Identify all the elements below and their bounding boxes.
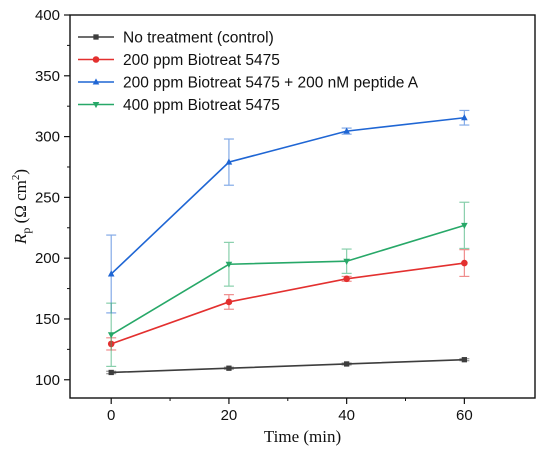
data-point <box>225 298 233 306</box>
plot-frame <box>69 14 536 399</box>
data-point <box>107 332 115 339</box>
legend-swatch-marker <box>92 78 100 85</box>
data-point <box>461 114 468 121</box>
data-point <box>226 365 232 371</box>
series-2-error-bars <box>106 249 470 351</box>
series-3 <box>106 109 470 314</box>
series-2-line <box>110 262 465 345</box>
legend-swatch-marker <box>92 102 100 109</box>
x-axis-title: Time (min) <box>264 427 341 446</box>
series-1-line <box>111 358 465 374</box>
legend-label: 200 ppm Biotreat 5475 <box>123 52 280 69</box>
x-tick-label: 60 <box>456 407 473 424</box>
y-axis-title: Rp (Ω cm2) <box>10 169 33 245</box>
series-2 <box>106 249 470 351</box>
data-point <box>343 127 350 134</box>
legend-item-3: 200 ppm Biotreat 5475 + 200 nM peptide A <box>78 75 419 92</box>
y-axis-title-unit-close: ) <box>11 169 30 175</box>
data-point <box>461 357 468 363</box>
legend-label: 200 ppm Biotreat 5475 + 200 nM peptide A <box>123 75 419 92</box>
legend-item-4: 400 ppm Biotreat 5475 <box>78 97 280 114</box>
legend-item-1: No treatment (control) <box>78 30 274 47</box>
y-tick-label: 250 <box>35 189 60 206</box>
data-point <box>343 275 350 283</box>
x-tick-label: 0 <box>107 407 115 424</box>
series-1 <box>106 357 470 376</box>
y-axis-title-subscript: p <box>19 228 33 234</box>
legend-item-2: 200 ppm Biotreat 5475 <box>78 52 280 69</box>
legend-label: 400 ppm Biotreat 5475 <box>123 97 280 114</box>
y-tick-label: 200 <box>35 250 60 267</box>
data-point <box>225 261 233 268</box>
y-tick-label: 100 <box>35 372 60 389</box>
series-layer <box>106 109 470 376</box>
series-4 <box>106 201 470 367</box>
legend-swatch-marker <box>92 56 100 63</box>
data-point <box>108 369 114 376</box>
x-tick-label: 40 <box>338 407 355 424</box>
data-point <box>461 222 468 229</box>
data-point <box>343 258 350 265</box>
y-axis: 100 150 200 250 300 350 400 <box>35 7 70 389</box>
data-point <box>461 259 468 267</box>
legend-swatch-marker <box>93 34 99 40</box>
y-tick-label: 350 <box>35 68 60 85</box>
y-tick-label: 150 <box>35 311 60 328</box>
x-axis: 0 20 40 60 <box>107 398 473 424</box>
series-3-line <box>110 116 465 275</box>
y-axis-title-unit-superscript: 2 <box>10 175 22 181</box>
y-tick-label: 300 <box>35 129 60 146</box>
legend-label: No treatment (control) <box>123 30 274 47</box>
x-tick-label: 20 <box>221 407 238 424</box>
plot-border <box>69 14 536 399</box>
y-axis-title-main: R <box>11 233 30 245</box>
y-tick-label: 400 <box>35 7 60 24</box>
series-4-line <box>110 224 465 336</box>
series-3-error-bars <box>106 109 470 314</box>
data-point <box>225 158 233 165</box>
y-axis-title-unit: (Ω cm <box>11 180 30 228</box>
data-point <box>344 361 350 367</box>
legend: No treatment (control) 200 ppm Biotreat 5… <box>78 30 419 114</box>
data-point <box>107 270 115 277</box>
